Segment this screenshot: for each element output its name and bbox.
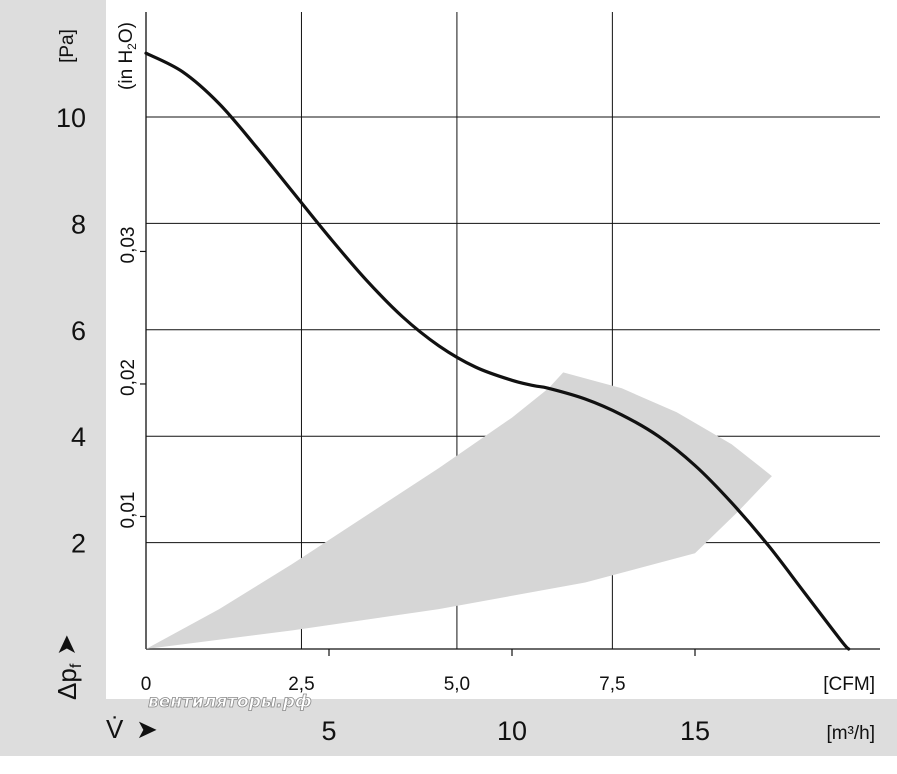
- y-axis-band: [0, 0, 106, 756]
- y-axis-arrow: ➤: [51, 634, 81, 656]
- x-tick-label-m3h: 5: [321, 716, 336, 746]
- y-axis-symbol: Δpf: [52, 663, 85, 700]
- x-tick-label-cfm: 2,5: [288, 674, 314, 695]
- y-unit-pa: [Pa]: [57, 29, 78, 63]
- y-tick-label-inh2o: 0,02: [118, 359, 139, 396]
- x-tick-label-m3h: 15: [680, 716, 710, 746]
- tick-labels: 2 4 6 8 10 0,01 0,02 0,03 0 2,5 5,0 7,5 5 10 15: [56, 103, 710, 746]
- y-tick-label-inh2o: 0,03: [118, 227, 139, 264]
- operating-region: [146, 372, 772, 649]
- y-unit-inh2o: (in H2O): [116, 22, 139, 90]
- x-axis-band: [0, 699, 897, 756]
- y-tick-label-pa: 8: [71, 209, 86, 239]
- series-line: [144, 51, 851, 651]
- x-tick-label-m3h: 10: [497, 716, 527, 746]
- y-tick-label-pa: 10: [56, 103, 86, 133]
- x-tick-label-cfm: 0: [141, 674, 152, 695]
- x-tick-label-cfm: 7,5: [599, 674, 625, 695]
- y-tick-label-inh2o: 0,01: [118, 492, 139, 529]
- y-tick-label-pa: 6: [71, 316, 86, 346]
- x-unit-m3h: [m³/h]: [826, 723, 875, 744]
- watermark: вентиляторы.рф: [148, 692, 312, 712]
- y-tick-label-pa: 2: [71, 529, 86, 559]
- x-unit-cfm: [CFM]: [823, 674, 875, 695]
- y-tick-label-pa: 4: [71, 422, 86, 452]
- x-tick-label-cfm: 5,0: [444, 674, 470, 695]
- x-axis-symbol: V̇: [106, 714, 124, 744]
- x-axis-arrow: ➤: [136, 714, 158, 744]
